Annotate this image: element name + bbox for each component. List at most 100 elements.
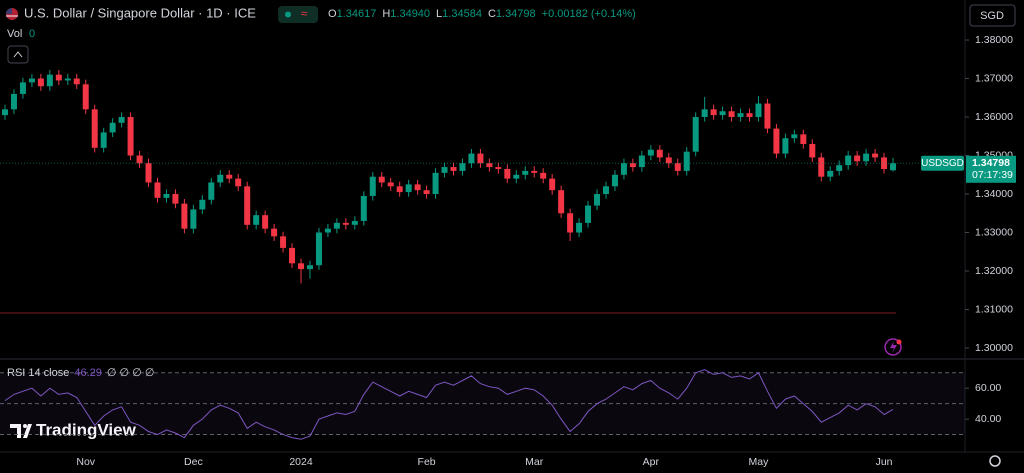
candle-body: [378, 176, 385, 183]
candle-body: [190, 209, 197, 229]
symbol-tag-text: USDSGD: [921, 158, 964, 169]
candle-body: [127, 117, 134, 156]
candle-body: [549, 178, 556, 191]
candle-body: [73, 78, 80, 85]
settings-icon[interactable]: [989, 455, 1001, 467]
logo-text: TradingView: [36, 420, 137, 439]
candle-body: [423, 190, 430, 195]
candle-body: [728, 111, 735, 118]
candle-body: [683, 151, 690, 171]
candle-body: [836, 165, 843, 171]
y-tick-label: 1.30000: [975, 342, 1013, 354]
candle-body: [827, 170, 834, 177]
readout-label: L: [436, 8, 442, 20]
candle-body: [674, 163, 681, 171]
candle-body: [208, 182, 215, 200]
candle-body: [629, 163, 636, 168]
status-badge[interactable]: [278, 6, 318, 23]
candle-body: [226, 174, 233, 179]
candle-body: [118, 117, 125, 123]
candle-body: [647, 149, 654, 156]
candle-body: [55, 74, 62, 81]
readout-label: C: [488, 8, 496, 20]
candle-body: [504, 168, 511, 179]
candle-body: [558, 190, 565, 214]
rsi-band: [0, 372, 965, 435]
candle-body: [37, 78, 44, 87]
y-tick-label: 1.31000: [975, 303, 1013, 315]
readout-value: 1.34617: [337, 8, 377, 20]
x-tick-label: Apr: [643, 456, 660, 468]
candle-body: [755, 103, 762, 118]
candle-body: [845, 155, 852, 166]
alert-icon[interactable]: [884, 338, 902, 356]
y-tick-label: 1.36000: [975, 111, 1013, 123]
candle-body: [432, 172, 439, 195]
logo: [10, 424, 32, 438]
x-tick-label: Jun: [876, 456, 893, 468]
candle-body: [2, 109, 8, 116]
volume-label: Vol: [7, 28, 22, 40]
candle-body: [576, 222, 583, 233]
candle-body: [854, 155, 861, 162]
price-tag: [966, 155, 1016, 183]
rsi-extra: ∅ ∅ ∅ ∅: [107, 367, 155, 379]
y-tick-label: 1.37000: [975, 72, 1013, 84]
candle-body: [253, 215, 260, 225]
candle-body: [567, 213, 574, 233]
candle-body: [324, 228, 331, 233]
candle-body: [28, 78, 35, 83]
candle-body: [531, 170, 538, 173]
candle-body: [468, 153, 475, 164]
candle-body: [620, 163, 627, 175]
candle-body: [495, 167, 502, 169]
candle-body: [773, 128, 780, 154]
rsi-value: 46.29: [74, 367, 102, 379]
symbol-tag: [921, 155, 964, 171]
candle-body: [298, 263, 305, 270]
candle-body: [136, 155, 143, 164]
candle-body: [414, 184, 421, 191]
candle-body: [369, 176, 376, 196]
readout-label: O: [328, 8, 337, 20]
candle-body: [289, 247, 296, 264]
candle-body: [863, 153, 870, 162]
collapse-button[interactable]: [7, 45, 29, 64]
ohlc-readout: O1.34617 H1.34940 L1.34584 C1.34798 +0.00182…: [328, 8, 636, 20]
candle-body: [64, 78, 71, 81]
alert-bolt: [890, 341, 897, 353]
candle-body: [872, 153, 879, 158]
rsi-line: [4, 369, 894, 440]
y-tick-label: 60.00: [975, 382, 1001, 394]
candle-body: [19, 82, 26, 94]
candle-body: [701, 109, 708, 118]
candle-body: [342, 222, 349, 225]
candle-body: [351, 220, 358, 225]
candle-body: [611, 174, 618, 187]
collapse-icon: [13, 51, 23, 58]
candle-body: [522, 170, 529, 175]
candle-body: [486, 163, 493, 168]
candle-body: [450, 167, 457, 171]
candle-body: [890, 163, 897, 171]
candle-body: [271, 228, 278, 237]
candle-body: [459, 163, 466, 171]
candle-body: [477, 153, 484, 164]
candle-body: [737, 113, 744, 118]
candle-body: [235, 178, 242, 187]
candle-body: [782, 138, 789, 154]
currency-button[interactable]: [969, 4, 1016, 27]
candle-body: [100, 132, 107, 148]
candle-body: [746, 113, 753, 118]
y-tick-label: 1.38000: [975, 34, 1013, 46]
candle-body: [10, 93, 17, 110]
market-status-dot: [285, 11, 291, 18]
candle-body: [710, 109, 717, 116]
candle-body: [764, 103, 771, 129]
candle-body: [585, 205, 592, 223]
readout-label: H: [382, 8, 390, 20]
readout-value: 1.34798: [496, 8, 536, 20]
candle-body: [145, 163, 152, 183]
candle-body: [163, 194, 170, 198]
